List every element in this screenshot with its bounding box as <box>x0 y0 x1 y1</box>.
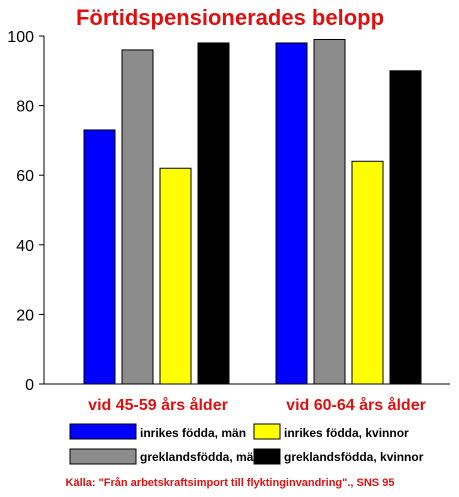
category-label-0: vid 45-59 års ålder <box>88 396 228 414</box>
chart-title: Förtidspensionerades belopp <box>76 5 384 30</box>
legend-item-2: inrikes födda, kvinnor <box>253 423 409 440</box>
category-label-1: vid 60-64 års ålder <box>286 396 426 414</box>
legend-label-1: greklandsfödda, män <box>140 450 261 464</box>
bar-0-3 <box>197 42 230 385</box>
legend: inrikes födda, män inrikes födda, kvinno… <box>69 423 424 465</box>
bar-0-0 <box>83 129 116 385</box>
legend-item-3: greklandsfödda, kvinnor <box>253 448 424 465</box>
legend-label-3: greklandsfödda, kvinnor <box>284 450 424 464</box>
legend-swatch-1 <box>69 448 137 465</box>
legend-label-0: inrikes födda, män <box>140 426 246 440</box>
legend-item-1: greklandsfödda, män <box>69 448 261 465</box>
bar-0-1 <box>121 49 154 385</box>
legend-label-2: inrikes födda, kvinnor <box>284 426 409 440</box>
bar-1-2 <box>351 160 384 385</box>
legend-swatch-2 <box>253 423 281 440</box>
legend-item-0: inrikes födda, män <box>69 423 246 440</box>
bar-1-0 <box>275 42 308 385</box>
y-tick-label-5: 100 <box>7 29 34 46</box>
bar-1-3 <box>389 70 422 385</box>
bar-0-2 <box>159 167 192 385</box>
bars <box>83 38 422 385</box>
source-note: Källa: "Från arbetskraftsimport till fly… <box>66 477 395 489</box>
bar-1-1 <box>313 38 346 385</box>
y-tick-label-1: 20 <box>16 307 34 324</box>
y-tick-label-2: 40 <box>16 238 34 255</box>
y-tick-label-0: 0 <box>25 377 34 394</box>
legend-swatch-0 <box>69 423 137 440</box>
y-tick-label-4: 80 <box>16 99 34 116</box>
y-axis: 0 20 40 60 80 100 <box>7 29 45 394</box>
legend-swatch-3 <box>253 448 281 465</box>
y-ticks: 0 20 40 60 80 100 <box>7 29 44 394</box>
y-tick-label-3: 60 <box>16 168 34 185</box>
